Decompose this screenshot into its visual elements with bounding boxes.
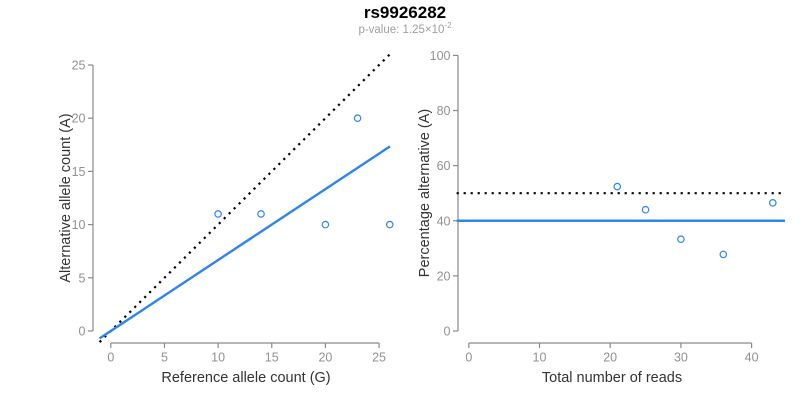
x-tick-label: 0 — [107, 351, 114, 365]
y-tick-label: 15 — [72, 165, 86, 179]
x-tick-label: 5 — [161, 351, 168, 365]
y-tick-label: 10 — [72, 218, 86, 232]
data-point — [719, 250, 728, 259]
x-tick-label: 0 — [465, 351, 472, 365]
x-tick-label: 20 — [603, 351, 617, 365]
identity-reference-line — [98, 53, 391, 343]
data-point — [257, 210, 265, 218]
y-tick-label: 0 — [444, 325, 451, 339]
y-tick-label: 20 — [437, 269, 451, 283]
right-y-axis-title: Percentage alternative (A) — [417, 109, 433, 277]
data-point — [214, 210, 222, 218]
y-tick-label: 20 — [72, 112, 86, 126]
y-tick-label: 25 — [72, 59, 86, 73]
fitted-ratio-line — [98, 145, 391, 340]
right-scatter-plot: 0 20 40 60 80 100 0 10 20 30 40 — [430, 49, 785, 365]
y-tick-label: 60 — [437, 159, 451, 173]
x-tick-label: 40 — [745, 351, 759, 365]
x-tick-label: 30 — [674, 351, 688, 365]
x-tick-label: 10 — [533, 351, 547, 365]
y-tick-label: 0 — [79, 325, 86, 339]
right-x-axis-title: Total number of reads — [542, 370, 682, 386]
x-tick-label: 20 — [318, 351, 332, 365]
y-tick-label: 100 — [430, 49, 451, 63]
y-tick-label: 5 — [79, 271, 86, 285]
y-tick-label: 40 — [437, 214, 451, 228]
data-point — [769, 199, 777, 207]
data-point — [641, 205, 650, 214]
x-tick-label: 10 — [211, 351, 225, 365]
left-y-axis-title: Alternative allele count (A) — [58, 113, 74, 282]
left-scatter-plot: 0 5 10 15 20 25 0 5 10 15 20 25 — [72, 53, 394, 365]
data-point — [677, 235, 685, 244]
data-point — [353, 114, 362, 123]
x-tick-label: 15 — [265, 351, 279, 365]
left-x-axis-title: Reference allele count (G) — [161, 370, 330, 386]
data-point — [385, 220, 394, 229]
data-point — [321, 220, 330, 229]
y-tick-label: 80 — [437, 104, 451, 118]
data-point — [613, 182, 622, 191]
x-tick-label: 25 — [372, 351, 386, 365]
